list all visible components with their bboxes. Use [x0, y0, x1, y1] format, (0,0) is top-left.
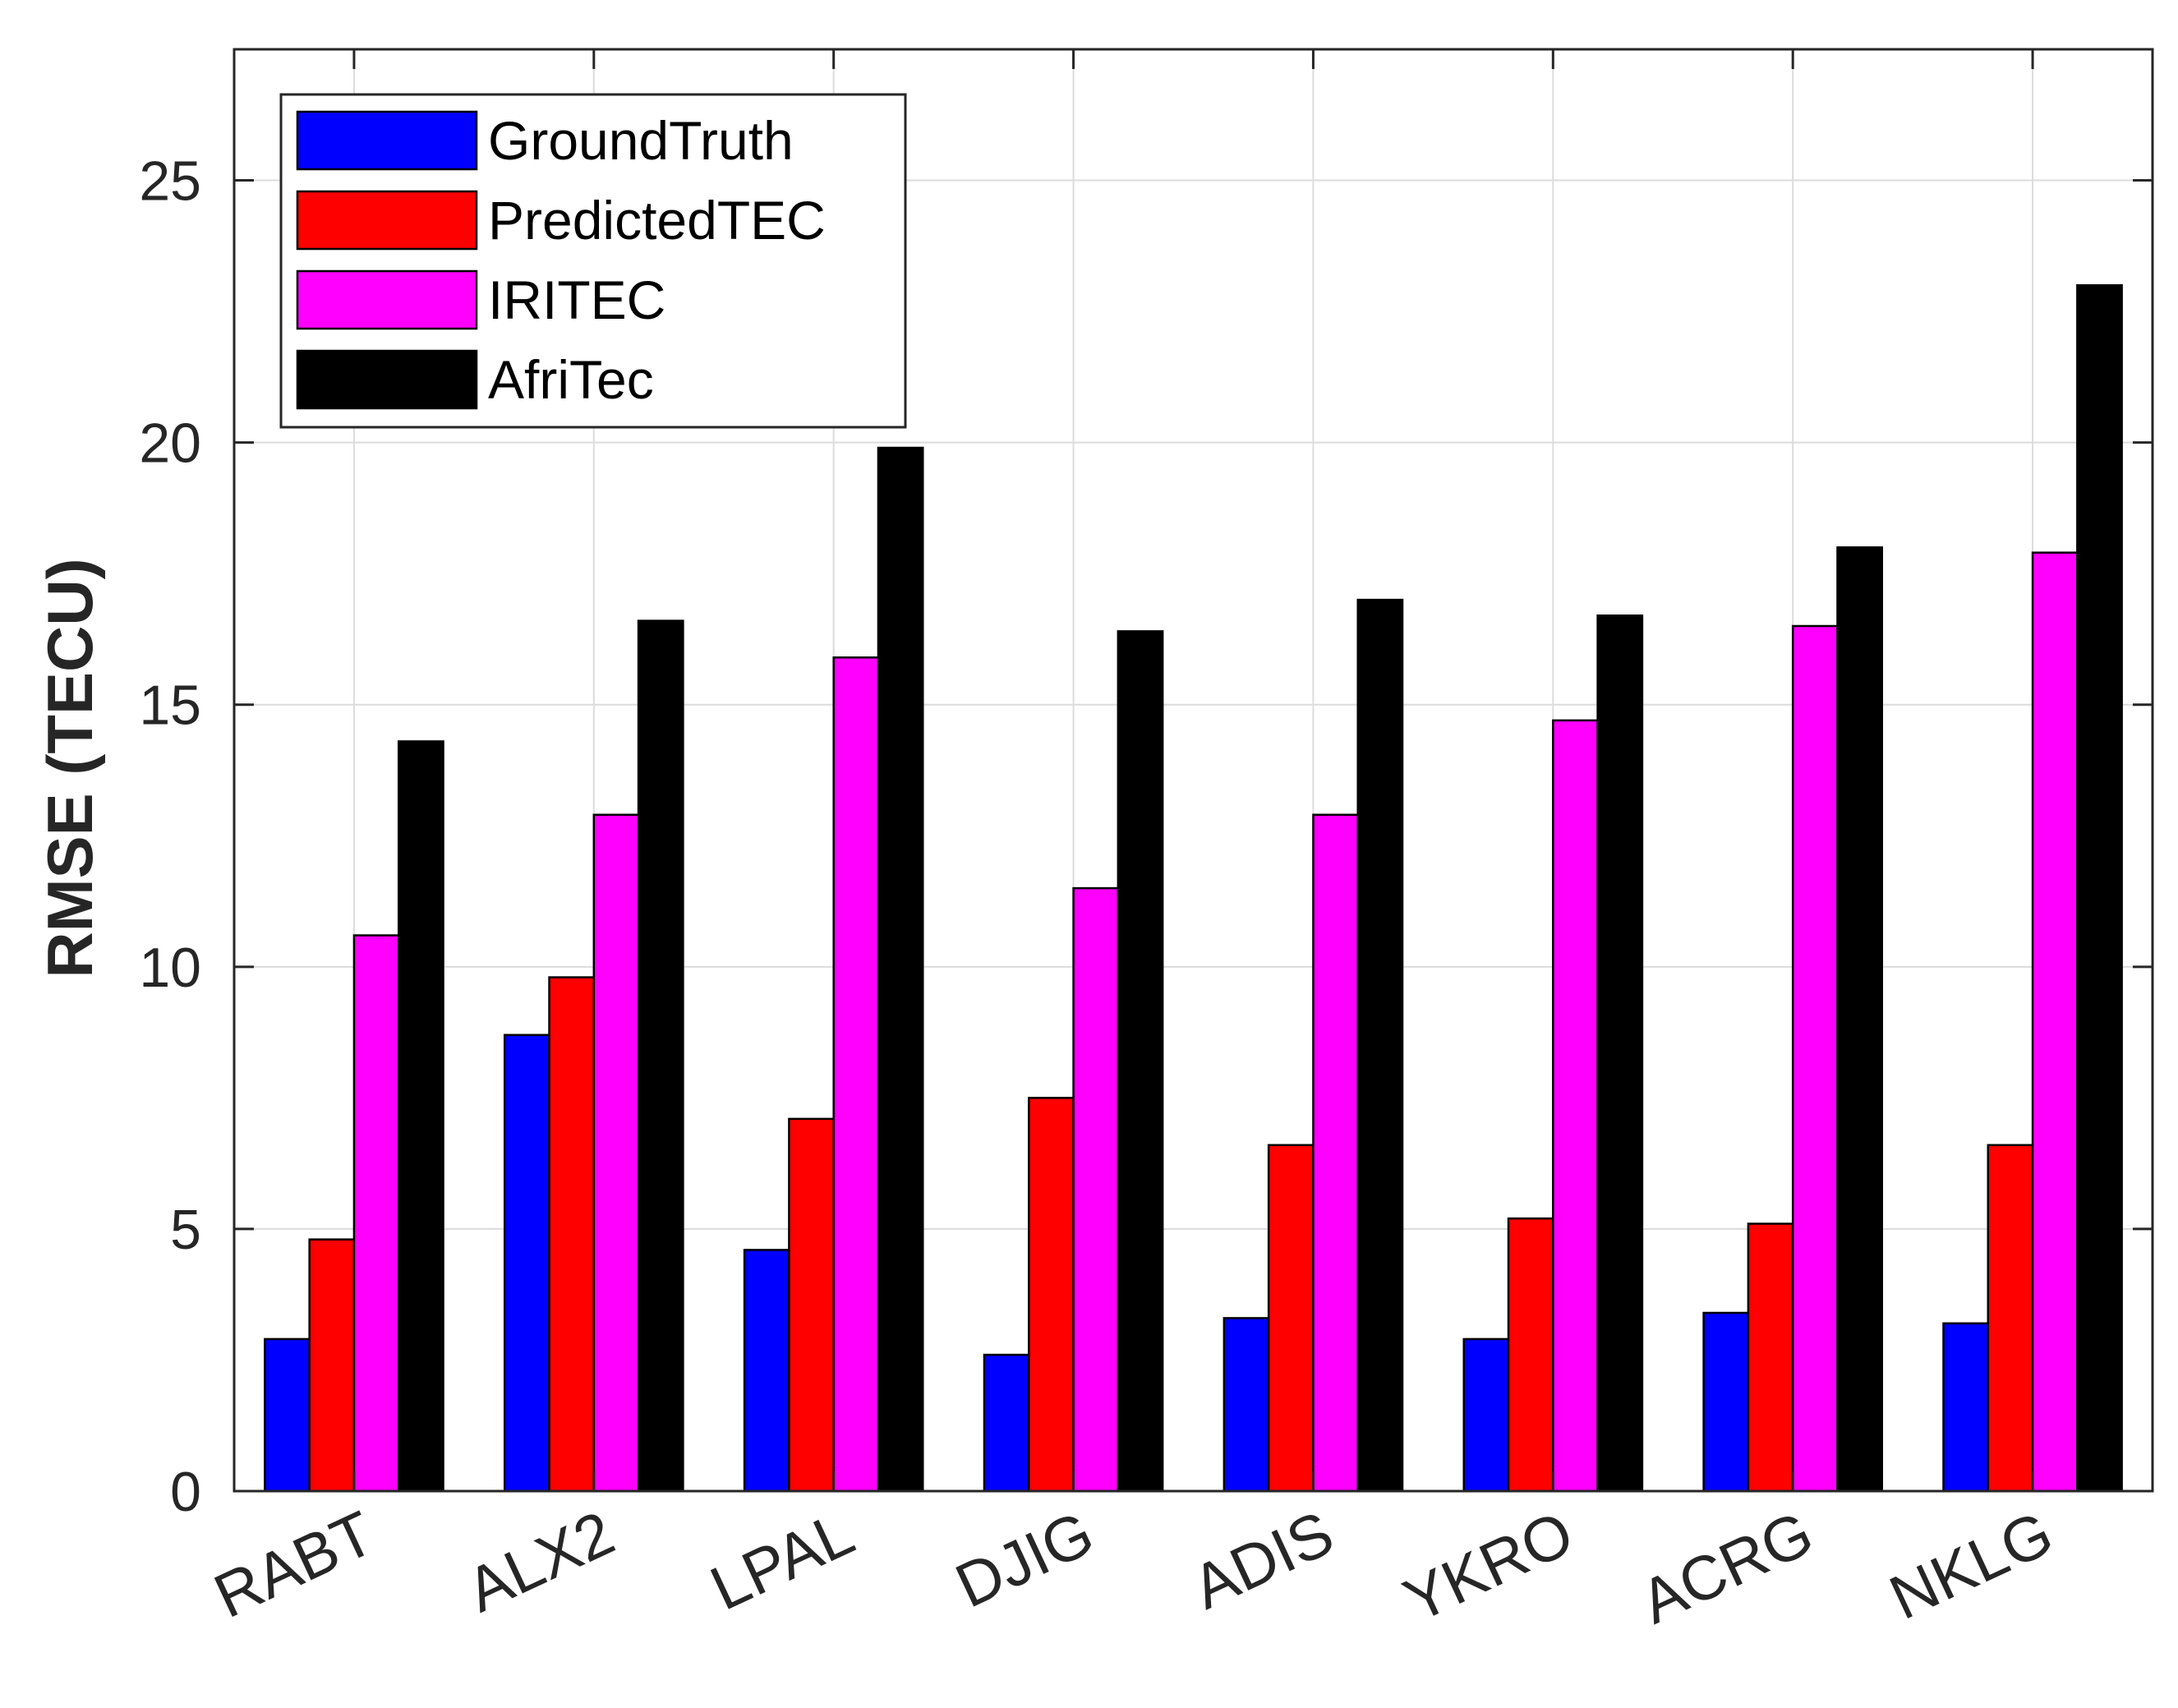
bar-iritec-adis: [1312, 813, 1359, 1493]
x-tick-label-acrg: ACRG: [1630, 1498, 1823, 1637]
legend-label-predictedtec: PredictedTEC: [488, 190, 826, 251]
legend-label-iritec: IRITEC: [488, 269, 665, 330]
bar-iritec-lpal: [832, 656, 880, 1493]
bar-predictedtec-alx2: [548, 976, 596, 1493]
bar-groundtruth-nklg: [1942, 1322, 1990, 1493]
y-tick-label: 10: [139, 937, 201, 999]
y-tick-label: 15: [139, 674, 201, 737]
x-tick-label-lpal: LPAL: [701, 1498, 864, 1623]
bar-predictedtec-ykro: [1507, 1217, 1554, 1493]
x-tick-label-adis: ADIS: [1182, 1498, 1344, 1623]
legend: GroundTruth PredictedTEC IRITEC AfriTec: [279, 93, 907, 429]
bar-groundtruth-adis: [1223, 1317, 1270, 1493]
bar-iritec-rabt: [352, 934, 400, 1493]
legend-swatch-afritec: [296, 349, 478, 410]
bar-afritec-adis: [1356, 598, 1404, 1493]
legend-label-groundtruth: GroundTruth: [488, 110, 794, 171]
bar-predictedtec-nklg: [1987, 1144, 2034, 1493]
bar-iritec-acrg: [1791, 624, 1839, 1493]
y-tick-label: 0: [170, 1461, 201, 1523]
bar-afritec-djig: [1117, 630, 1164, 1493]
y-tick-label: 5: [170, 1199, 201, 1261]
bar-afritec-rabt: [397, 740, 444, 1493]
bar-iritec-nklg: [2031, 551, 2079, 1493]
bar-afritec-acrg: [1836, 546, 1884, 1493]
bar-afritec-lpal: [877, 446, 924, 1493]
legend-swatch-iritec: [296, 269, 478, 330]
x-tick-label-rabt: RABT: [204, 1498, 384, 1632]
bar-predictedtec-acrg: [1747, 1222, 1794, 1493]
legend-label-afritec: AfriTec: [488, 349, 654, 410]
y-tick-label: 25: [139, 150, 201, 213]
bar-iritec-djig: [1072, 886, 1120, 1493]
bar-predictedtec-djig: [1028, 1097, 1075, 1493]
bar-groundtruth-alx2: [503, 1034, 550, 1493]
bar-iritec-alx2: [592, 813, 640, 1493]
x-tick-labels: RABT ALX2 LPAL DJIG ADIS YKRO ACRG NKLG: [204, 1498, 2063, 1637]
x-tick-label-ykro: YKRO: [1393, 1498, 1583, 1636]
bar-groundtruth-lpal: [743, 1249, 790, 1493]
x-tick-label-alx2: ALX2: [457, 1498, 624, 1626]
bar-predictedtec-adis: [1267, 1144, 1315, 1493]
bar-groundtruth-djig: [983, 1353, 1030, 1493]
bar-groundtruth-rabt: [264, 1337, 311, 1493]
legend-swatch-groundtruth: [296, 110, 478, 171]
legend-swatch-predictedtec: [296, 190, 478, 251]
bar-groundtruth-acrg: [1702, 1311, 1750, 1493]
bars: [264, 283, 2123, 1493]
x-tick-label-djig: DJIG: [946, 1498, 1104, 1621]
y-tick-label: 20: [139, 412, 201, 475]
bar-iritec-ykro: [1552, 719, 1599, 1493]
bar-afritec-nklg: [2076, 283, 2123, 1493]
bar-afritec-ykro: [1596, 614, 1644, 1493]
axis-ticks: [234, 49, 2153, 1493]
y-axis-title: RMSE (TECU): [34, 558, 106, 978]
plot-area-border: [233, 48, 2154, 1493]
bar-groundtruth-ykro: [1462, 1337, 1510, 1493]
bar-predictedtec-lpal: [788, 1117, 835, 1493]
x-tick-label-nklg: NKLG: [1880, 1498, 2064, 1633]
bar-predictedtec-rabt: [308, 1238, 356, 1493]
y-tick-labels: 0 5 10 15 20 25: [139, 150, 201, 1523]
bar-afritec-alx2: [637, 619, 684, 1493]
